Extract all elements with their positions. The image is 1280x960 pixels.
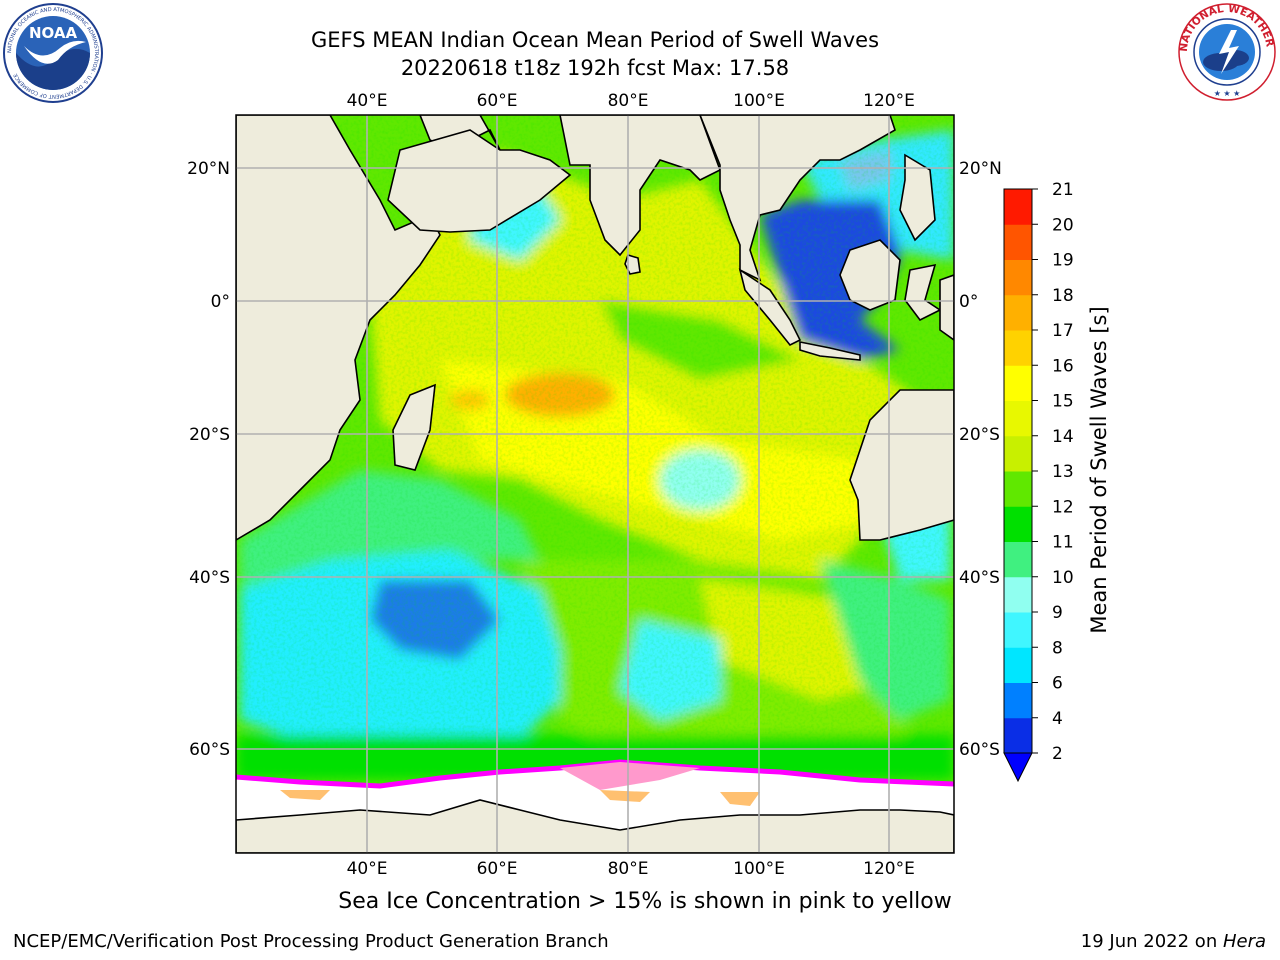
lon-label: 100°E <box>733 91 785 111</box>
footer-date: 19 Jun 2022 on Hera <box>1081 931 1266 952</box>
colorbar-tick-label: 14 <box>1052 427 1074 447</box>
sea-ice-caption: Sea Ice Concentration > 15% is shown in … <box>338 889 952 914</box>
colorbar-tick-label: 10 <box>1052 568 1074 588</box>
footer-machine: Hera <box>1222 931 1266 952</box>
lon-label: 40°E <box>347 91 388 111</box>
colorbar-bin <box>1004 541 1032 578</box>
lat-labels-left: 20°N 0° 20°S 40°S 60°S <box>187 159 230 760</box>
colorbar-bin <box>1004 365 1032 401</box>
lon-label: 100°E <box>733 859 785 879</box>
map-subtitle: 20220618 t18z 192h fcst Max: 17.58 <box>400 56 790 80</box>
colorbar-bin <box>1004 576 1032 613</box>
colorbar-tick-label: 19 <box>1052 251 1074 271</box>
footer-credit: NCEP/EMC/Verification Post Processing Pr… <box>13 931 609 952</box>
lat-label: 0° <box>211 292 230 312</box>
colorbar-tick-label: 8 <box>1052 638 1063 658</box>
nws-logo: NATIONAL WEATHER SERVICE ★ ★ ★ <box>1177 2 1276 101</box>
colorbar-tick-label: 21 <box>1052 180 1074 200</box>
lat-label: 40°S <box>959 568 1000 588</box>
colorbar-bin <box>1004 612 1032 648</box>
lat-labels-right: 20°N 0° 20°S 40°S 60°S <box>959 159 1002 760</box>
lon-label: 80°E <box>608 91 649 111</box>
colorbar-bin <box>1004 189 1032 225</box>
colorbar-bin <box>1004 330 1032 366</box>
lon-label: 60°E <box>477 91 518 111</box>
colorbar-tick-label: 12 <box>1052 497 1074 517</box>
colorbar-bin <box>1004 471 1032 507</box>
lat-label: 0° <box>959 292 978 312</box>
lat-label: 20°N <box>959 159 1002 179</box>
colorbar: 2 4 6 8 9 10 11 12 13 14 15 16 17 18 19 20 21 <box>1003 180 1074 783</box>
colorbar-bin <box>1004 224 1032 260</box>
colorbar-tick-label: 17 <box>1052 321 1074 341</box>
colorbar-bin <box>1004 506 1032 542</box>
colorbar-extend-arrow <box>1003 752 1033 783</box>
colorbar-bin <box>1004 647 1032 683</box>
map-title: GEFS MEAN Indian Ocean Mean Period of Sw… <box>310 28 880 52</box>
svg-text:★ ★ ★: ★ ★ ★ <box>1214 89 1241 98</box>
lat-label: 20°S <box>959 425 1000 445</box>
map-frame <box>235 114 955 854</box>
lat-label: 60°S <box>189 740 230 760</box>
lon-label: 120°E <box>863 91 915 111</box>
lon-label: 80°E <box>608 859 649 879</box>
map-area <box>236 115 954 853</box>
lat-label: 20°N <box>187 159 230 179</box>
lon-label: 60°E <box>477 859 518 879</box>
colorbar-tick-label: 15 <box>1052 392 1074 412</box>
colorbar-label: Mean Period of Swell Waves [s] <box>1087 306 1111 633</box>
colorbar-bin <box>1004 400 1032 437</box>
colorbar-tick-label: 2 <box>1052 744 1063 764</box>
colorbar-bin <box>1004 682 1032 719</box>
colorbar-tick-label: 18 <box>1052 286 1074 306</box>
colorbar-tick-label: 9 <box>1052 603 1063 623</box>
colorbar-tick-label: 4 <box>1052 709 1063 729</box>
colorbar-tick-label: 13 <box>1052 462 1074 482</box>
lon-label: 40°E <box>347 859 388 879</box>
noaa-logo-text: NOAA <box>29 24 78 42</box>
lon-label: 120°E <box>863 859 915 879</box>
lat-label: 40°S <box>189 568 230 588</box>
colorbar-tick-label: 20 <box>1052 215 1074 235</box>
lat-label: 60°S <box>959 740 1000 760</box>
colorbar-bin <box>1004 294 1032 331</box>
colorbar-tick-label: 16 <box>1052 356 1074 376</box>
lon-labels-bottom: 40°E 60°E 80°E 100°E 120°E <box>347 859 915 879</box>
colorbar-bin <box>1004 259 1032 296</box>
colorbar-bin <box>1004 435 1032 472</box>
colorbar-tick-label: 6 <box>1052 674 1063 694</box>
colorbar-bin <box>1004 717 1032 754</box>
lat-label: 20°S <box>189 425 230 445</box>
lon-labels-top: 40°E 60°E 80°E 100°E 120°E <box>347 91 915 111</box>
noaa-logo: NOAA NATIONAL OCEANIC AND ATMOSPHERIC AD… <box>3 3 103 103</box>
colorbar-tick-label: 11 <box>1052 533 1074 553</box>
graticule <box>236 115 954 853</box>
footer-date-text: 19 Jun 2022 on <box>1080 931 1223 952</box>
